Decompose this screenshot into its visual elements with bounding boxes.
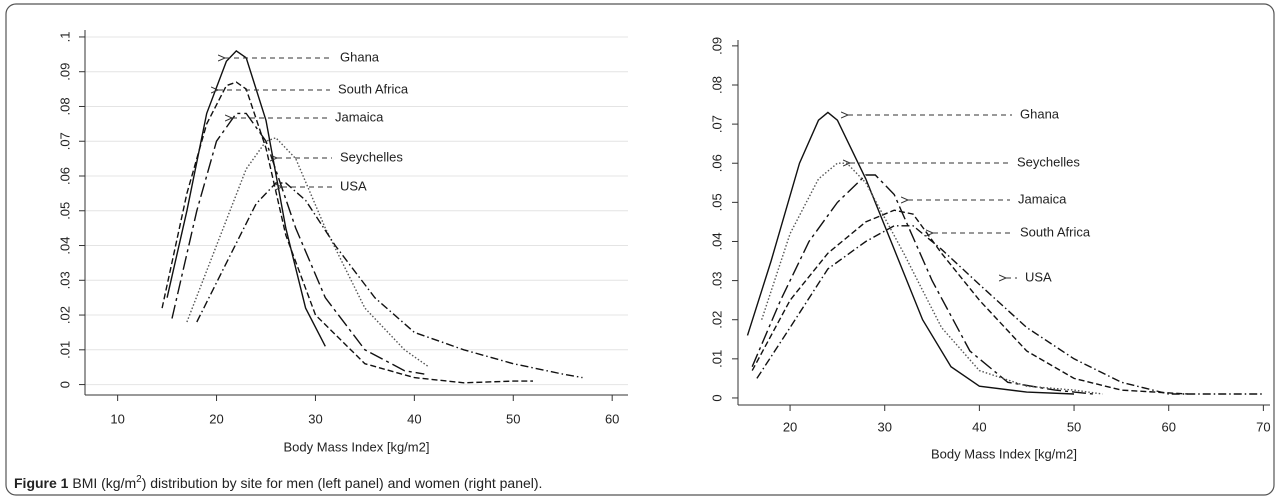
figure-border: [5, 3, 1275, 496]
x-axis-label: Body Mass Index [kg/m2]: [284, 439, 430, 454]
caption: Figure 1 BMI (kg/m2) distribution by sit…: [14, 474, 542, 491]
x-tick-label: 60: [1161, 419, 1175, 434]
series-line: [751, 174, 1094, 395]
x-tick-label: 30: [308, 411, 322, 426]
series-label: USA: [340, 178, 367, 193]
y-tick-label: .09: [709, 37, 724, 55]
y-tick-label: .08: [709, 76, 724, 94]
series-label: USA: [1025, 269, 1052, 284]
x-tick-label: 20: [783, 419, 797, 434]
series-line: [166, 49, 326, 347]
x-tick-label: 60: [605, 411, 619, 426]
y-tick-label: .01: [57, 341, 72, 359]
x-axis-label: Body Mass Index [kg/m2]: [931, 446, 1077, 461]
x-tick-label: 70: [1256, 419, 1270, 434]
y-tick-label: .05: [57, 202, 72, 220]
y-tick-label: .07: [709, 115, 724, 133]
series-line: [751, 209, 1188, 395]
y-tick-label: 0: [709, 394, 724, 401]
y-tick-label: .05: [709, 193, 724, 211]
series-label: Seychelles: [1017, 154, 1080, 169]
y-tick-label: .06: [57, 167, 72, 185]
caption-sup: 2: [136, 474, 142, 485]
series-label: South Africa: [338, 81, 409, 96]
x-tick-label: 10: [110, 411, 124, 426]
series-line: [756, 225, 1264, 395]
y-tick-label: .03: [57, 271, 72, 289]
y-tick-label: .04: [57, 236, 72, 254]
y-tick-label: .06: [709, 154, 724, 172]
caption-text: BMI (kg/m: [72, 475, 136, 491]
y-tick-label: 0: [57, 381, 72, 388]
y-tick-label: .07: [57, 132, 72, 150]
caption-label: Figure 1: [14, 475, 69, 491]
x-tick-label: 40: [407, 411, 421, 426]
series-line: [196, 182, 583, 379]
y-tick-label: .1: [57, 32, 72, 43]
y-tick-label: .09: [57, 63, 72, 81]
series-line: [161, 81, 533, 384]
x-tick-label: 30: [877, 419, 891, 434]
y-tick-label: .03: [709, 272, 724, 290]
series-label: Ghana: [1020, 106, 1060, 121]
series-label: Ghana: [340, 49, 380, 64]
series-label: Jamaica: [335, 109, 384, 124]
series-label: South Africa: [1020, 224, 1091, 239]
series-line: [186, 136, 430, 368]
series-line: [746, 111, 1075, 395]
series-line: [171, 112, 425, 375]
series-label: Seychelles: [340, 149, 403, 164]
caption-text: ) distribution by site for men (left pan…: [142, 475, 543, 491]
x-tick-label: 50: [506, 411, 520, 426]
series-label: Jamaica: [1018, 191, 1067, 206]
x-tick-label: 40: [972, 419, 986, 434]
y-tick-label: .08: [57, 97, 72, 115]
y-tick-label: .04: [709, 232, 724, 250]
y-tick-label: .01: [709, 350, 724, 368]
y-tick-label: .02: [57, 306, 72, 324]
y-tick-label: .02: [709, 311, 724, 329]
x-tick-label: 20: [209, 411, 223, 426]
x-tick-label: 50: [1067, 419, 1081, 434]
